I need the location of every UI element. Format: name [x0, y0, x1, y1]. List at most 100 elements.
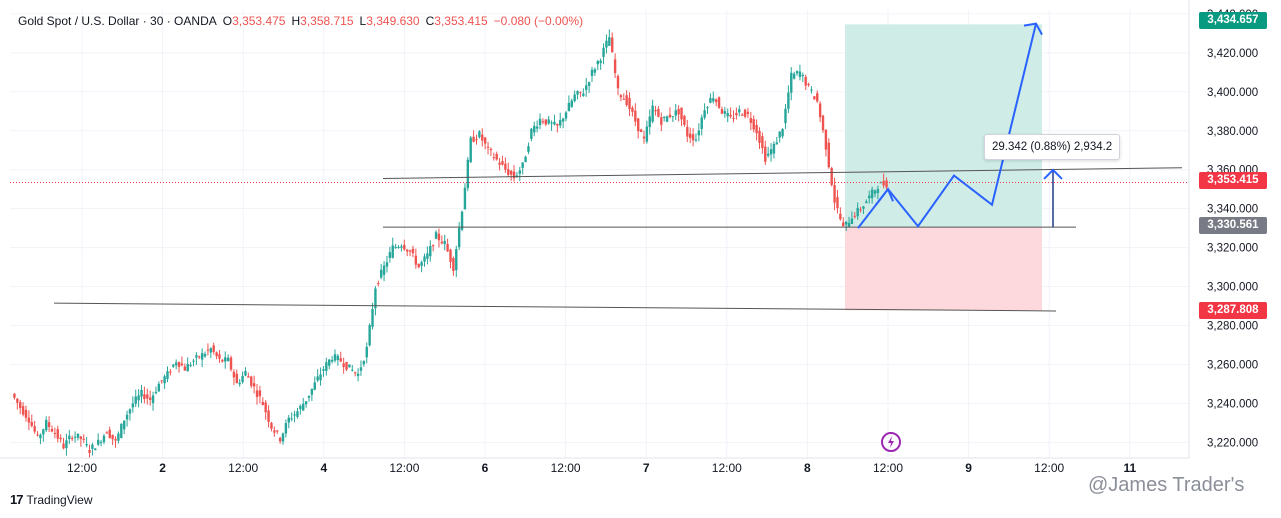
candle-body — [717, 97, 721, 108]
candle-body — [261, 402, 264, 405]
candle-body — [73, 436, 77, 438]
candle-body — [795, 71, 799, 74]
measure-tooltip: 29.342 (0.88%) 2,934.2 — [984, 134, 1121, 160]
candle-body — [122, 420, 126, 430]
price-axis[interactable]: 3,220.000 3,240.000 3,260.000 3,280.000 3,30… — [1207, 9, 1258, 450]
candle-body — [668, 114, 672, 118]
candle-body — [403, 244, 406, 250]
candle-body — [114, 438, 117, 441]
candle-body — [154, 391, 158, 394]
time-tick-label: 12:00 — [1034, 461, 1064, 475]
candle-body — [712, 98, 715, 102]
candle-body — [671, 116, 675, 118]
watermark: @James Trader's — [1088, 474, 1245, 496]
candle-body — [758, 130, 761, 143]
price-tick-label: 3,420.000 — [1207, 48, 1258, 60]
time-tick-label: 8 — [804, 461, 811, 475]
candle-body — [792, 73, 796, 79]
candle-body — [24, 409, 28, 418]
low-value: 3,349.630 — [366, 14, 420, 28]
candle-body — [478, 131, 481, 138]
candle-body — [13, 393, 16, 398]
candle-body — [125, 414, 129, 420]
candle-body — [752, 119, 755, 130]
candle-body — [192, 360, 195, 362]
candle-body — [33, 426, 36, 432]
candle-body — [68, 435, 71, 440]
candle-body — [585, 85, 588, 90]
price-tick-label: 3,240.000 — [1207, 398, 1258, 410]
candle-body — [518, 170, 522, 174]
candle-body — [868, 195, 871, 199]
candle-body — [688, 133, 692, 139]
candle-body — [56, 429, 59, 439]
candle-body — [726, 113, 729, 117]
close-label: C — [425, 14, 435, 28]
candle-body — [830, 167, 833, 186]
candle-body — [495, 153, 498, 160]
candle-body — [382, 265, 386, 275]
candle-body — [492, 157, 496, 159]
projection-path[interactable] — [857, 22, 1063, 229]
candle-body — [720, 109, 724, 114]
candle-body — [651, 105, 654, 122]
tradingview-brand[interactable]: 17 TradingView — [10, 492, 93, 507]
candle-body — [582, 93, 585, 96]
candle-body — [186, 364, 189, 372]
candle-body — [876, 188, 880, 193]
candle-body — [313, 382, 316, 390]
time-tick-label: 7 — [643, 461, 650, 475]
time-axis[interactable]: 12:00 2 12:00 4 12:00 6 12:00 7 12:00 8 12:00 9 12:0… — [67, 461, 1136, 475]
candle-body — [766, 153, 770, 156]
candle-body — [238, 382, 241, 385]
change-value: −0.080 (−0.00%) — [493, 14, 584, 28]
candle-body — [302, 403, 305, 411]
flash-icon[interactable] — [881, 432, 901, 452]
candle-body — [169, 371, 172, 373]
candle-body — [790, 72, 793, 93]
grid-lines — [10, 10, 1189, 458]
candle-body — [625, 95, 628, 106]
resistance-line[interactable] — [382, 167, 1183, 179]
candle-body — [108, 429, 111, 438]
support-line[interactable] — [53, 302, 1057, 312]
candle-body — [850, 218, 854, 225]
candle-body — [573, 94, 576, 102]
candle-body — [255, 390, 259, 397]
candle-body — [798, 71, 802, 78]
candle-body — [137, 395, 140, 401]
price-tick-label: 3,400.000 — [1207, 87, 1258, 99]
candle-body — [683, 115, 686, 125]
candle-body — [642, 136, 646, 139]
candle-body — [475, 139, 478, 141]
candle-body — [844, 221, 848, 225]
candle-body — [489, 148, 493, 151]
candle-body — [501, 161, 504, 165]
candle-body — [172, 364, 175, 367]
candle-body — [50, 429, 54, 432]
candle-body — [91, 444, 94, 449]
candle-body — [328, 359, 331, 366]
candle-body — [677, 108, 680, 115]
price-tick-label: 3,340.000 — [1207, 204, 1258, 216]
candle-body — [143, 394, 146, 399]
candle-body — [469, 137, 472, 163]
candle-body — [781, 129, 784, 137]
candle-body — [229, 357, 233, 370]
candle-body — [270, 422, 273, 429]
candle-body — [634, 110, 637, 122]
candle-body — [128, 409, 132, 414]
candle-body — [784, 108, 787, 124]
candle-body — [697, 130, 701, 136]
candle-body — [553, 121, 556, 125]
position-zones — [845, 24, 1042, 311]
candle-body — [434, 232, 438, 239]
candle-body — [131, 403, 135, 408]
candle-body — [509, 170, 513, 175]
candle-body — [76, 433, 80, 438]
trend-lines[interactable] — [10, 167, 1189, 312]
candle-body — [507, 169, 510, 175]
candle-body — [590, 69, 594, 76]
candle-body — [258, 390, 262, 397]
